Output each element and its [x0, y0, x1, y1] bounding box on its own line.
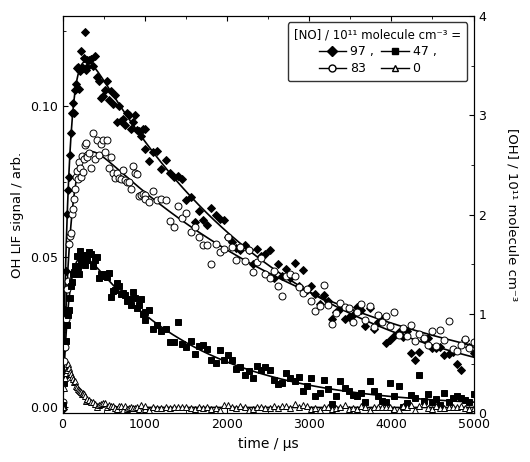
- Y-axis label: [OH] / 10¹¹ molecule cm⁻³: [OH] / 10¹¹ molecule cm⁻³: [506, 128, 519, 301]
- X-axis label: time / μs: time / μs: [238, 437, 298, 451]
- Y-axis label: OH LIF signal / arb.: OH LIF signal / arb.: [11, 152, 24, 278]
- Legend: 97 ,, 83, 47 ,, 0: 97 ,, 83, 47 ,, 0: [288, 22, 467, 81]
